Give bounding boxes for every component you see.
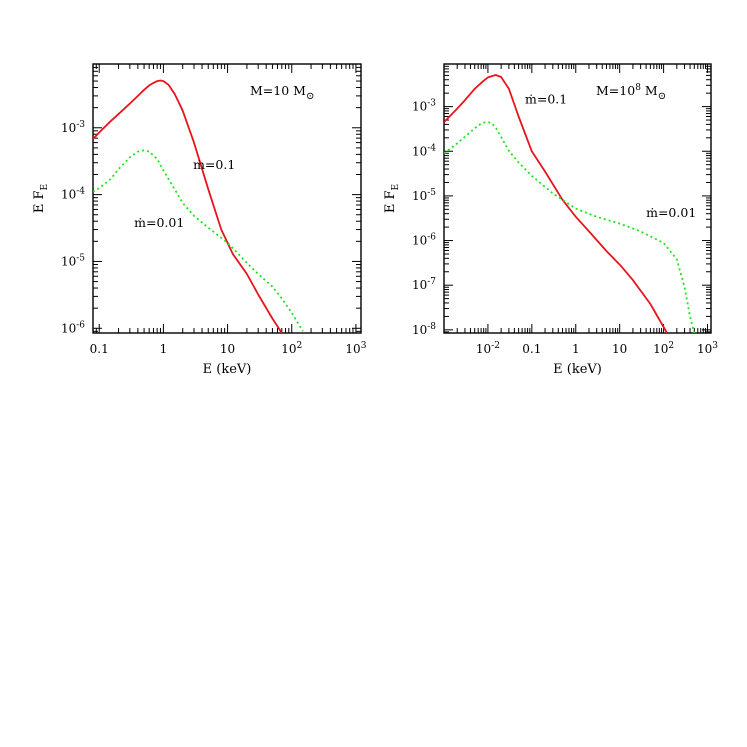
plot-frame <box>443 63 712 334</box>
y-tick-label: 10-7 <box>412 277 436 292</box>
solar-symbol-icon: ⊙ <box>658 91 666 102</box>
x-tick-label-base: 10 <box>653 342 668 356</box>
x-tick-label: 1 <box>160 342 168 356</box>
y-axis-label-sub: E <box>40 184 50 191</box>
y-tick-label-base: 10 <box>412 323 427 337</box>
y-tick-label-exp: -4 <box>76 187 85 197</box>
x-tick-label-exp: 2 <box>297 341 303 351</box>
series-annotation: ṁ=0.1 <box>193 157 235 172</box>
x-tick-label: 0.1 <box>90 342 109 356</box>
y-tick-label-base: 10 <box>61 321 76 335</box>
y-tick-label: 10-4 <box>412 143 436 158</box>
series-annotation: ṁ=0.01 <box>134 215 184 230</box>
mass-label: M=108 M⊙ <box>596 83 666 102</box>
y-axis-label-main: E F <box>32 190 47 213</box>
panel-right-chart: 10-2 0.1 1 10 102 10310-310-410-510-610-710-8… <box>383 63 718 377</box>
x-tick-label-base: 0.1 <box>522 342 541 356</box>
y-tick-label: 10-8 <box>412 322 436 337</box>
y-tick-label-base: 10 <box>412 278 427 292</box>
x-tick-label-base: 10 <box>220 342 235 356</box>
x-tick-label: 0.1 <box>522 342 541 356</box>
x-tick-label-base: 10 <box>476 342 491 356</box>
x-tick-label: 102 <box>281 341 302 356</box>
series-annotation: ṁ=0.1 <box>525 91 567 106</box>
x-tick-label-base: 10 <box>612 342 627 356</box>
x-tick-label-exp: 3 <box>712 341 718 351</box>
y-tick-label: 10-4 <box>61 187 85 202</box>
x-tick-label-base: 1 <box>160 342 168 356</box>
y-axis-label: E FE <box>383 184 401 213</box>
x-axis-label: E (keV) <box>553 362 602 377</box>
y-tick-label: 10-5 <box>61 253 85 268</box>
y-tick-label-exp: -6 <box>427 233 436 243</box>
x-tick-label: 1 <box>572 342 580 356</box>
mass-label-prefix: M=10 M <box>250 83 306 98</box>
mass-label-prefix: M=10 <box>596 83 635 98</box>
y-tick-label: 10-6 <box>61 320 85 335</box>
x-tick-label: 10 <box>612 342 627 356</box>
y-tick-label: 10-3 <box>412 99 436 114</box>
y-tick-label-base: 10 <box>412 100 427 114</box>
x-tick-label: 103 <box>697 341 718 356</box>
series-line-mdot-0.1 <box>444 74 668 333</box>
y-tick-label-exp: -8 <box>427 322 436 332</box>
plot-frame <box>92 63 362 334</box>
x-tick-label-base: 0.1 <box>90 342 109 356</box>
mass-label-suffix: M <box>641 83 658 98</box>
y-tick-label-base: 10 <box>61 188 76 202</box>
x-axis-label: E (keV) <box>203 362 252 377</box>
y-tick-label-exp: -6 <box>76 320 85 330</box>
series-line-mdot-0.01 <box>444 121 696 333</box>
mass-label-exp: 8 <box>635 83 641 93</box>
x-tick-label-exp: 2 <box>668 341 674 351</box>
y-tick-label-exp: -7 <box>427 277 436 287</box>
x-tick-label-base: 1 <box>572 342 580 356</box>
y-tick-label-base: 10 <box>412 144 427 158</box>
series-line-mdot-0.1 <box>93 79 283 333</box>
solar-symbol-icon: ⊙ <box>306 91 314 102</box>
x-tick-label: 102 <box>653 341 674 356</box>
x-tick-label-exp: -2 <box>491 341 500 351</box>
x-tick-label-exp: 3 <box>361 341 367 351</box>
y-tick-label-exp: -3 <box>76 120 85 130</box>
series-annotation: ṁ=0.01 <box>646 205 696 220</box>
y-axis-label: E FE <box>32 184 50 213</box>
x-tick-label-base: 10 <box>345 342 360 356</box>
y-tick-label-exp: -4 <box>427 143 436 153</box>
y-tick-label-base: 10 <box>61 121 76 135</box>
y-tick-label: 10-6 <box>412 233 436 248</box>
x-tick-label-base: 10 <box>697 342 712 356</box>
x-tick-label: 103 <box>345 341 366 356</box>
y-tick-label-exp: -3 <box>427 99 436 109</box>
y-axis-label-main: E F <box>383 190 398 213</box>
y-tick-label: 10-3 <box>61 120 85 135</box>
x-tick-label: 10 <box>220 342 235 356</box>
x-tick-label-base: 10 <box>281 342 296 356</box>
y-tick-label: 10-5 <box>412 188 436 203</box>
y-axis-label-sub: E <box>391 184 401 191</box>
series-line-mdot-0.01 <box>93 149 304 332</box>
y-tick-label-base: 10 <box>61 254 76 268</box>
y-tick-label-exp: -5 <box>427 188 436 198</box>
y-tick-label-exp: -5 <box>76 253 85 263</box>
mass-label: M=10 M⊙ <box>250 83 314 102</box>
y-tick-label-base: 10 <box>412 189 427 203</box>
x-tick-label: 10-2 <box>476 341 500 356</box>
y-tick-label-base: 10 <box>412 234 427 248</box>
